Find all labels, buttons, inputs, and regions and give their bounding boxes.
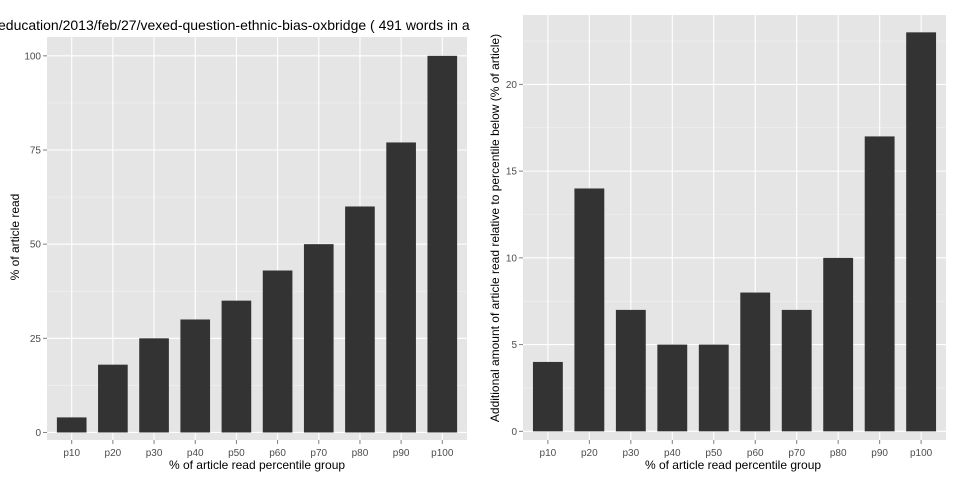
bar <box>56 417 87 433</box>
x-axis-title: % of article read percentile group <box>169 458 345 472</box>
x-tick-label: p80 <box>352 448 369 459</box>
y-tick-label: 20 <box>506 80 518 91</box>
bar <box>139 338 169 433</box>
bar <box>262 270 293 433</box>
bar <box>615 309 646 432</box>
y-tick-label: 50 <box>30 240 42 251</box>
y-tick-label: 5 <box>511 340 517 351</box>
bar <box>303 244 334 433</box>
x-axis-title: % of article read percentile group <box>645 458 821 472</box>
y-axis-title: Additional amount of article read relati… <box>488 34 502 422</box>
chart-left: education/2013/feb/27/vexed-question-eth… <box>0 17 470 472</box>
bar <box>427 55 458 433</box>
bar <box>906 32 937 432</box>
y-axis-title: % of article read <box>8 194 22 281</box>
y-tick-label: 15 <box>506 167 518 178</box>
bar <box>781 309 812 432</box>
y-tick-label: 75 <box>30 145 42 156</box>
x-tick-label: p20 <box>581 448 598 459</box>
x-tick-label: p60 <box>269 448 286 459</box>
bar <box>98 364 128 433</box>
x-tick-label: p60 <box>747 448 764 459</box>
chart-right: % of article read percentile group Addit… <box>488 15 946 472</box>
x-tick-label: p40 <box>664 448 681 459</box>
bar <box>864 136 895 432</box>
y-tick-label: 0 <box>511 427 517 438</box>
bar <box>574 188 605 432</box>
x-tick-label: p10 <box>63 448 80 459</box>
y-tick-label: 10 <box>506 253 518 264</box>
x-tick-label: p80 <box>830 448 847 459</box>
bar <box>386 142 416 433</box>
bar <box>823 257 854 432</box>
bar <box>532 361 563 432</box>
bar <box>657 344 688 432</box>
x-tick-label: p30 <box>622 448 639 459</box>
chart-title: education/2013/feb/27/vexed-question-eth… <box>0 17 470 33</box>
x-tick-label: p90 <box>871 448 888 459</box>
bar <box>740 292 771 432</box>
x-tick-label: p50 <box>705 448 722 459</box>
x-tick-label: p40 <box>187 448 204 459</box>
x-tick-label: p100 <box>431 448 454 459</box>
x-tick-label: p20 <box>105 448 122 459</box>
y-tick-label: 25 <box>30 334 42 345</box>
bar <box>345 206 375 433</box>
bar <box>698 344 729 432</box>
bar <box>180 319 211 433</box>
x-tick-label: p100 <box>910 448 933 459</box>
x-tick-label: p10 <box>540 448 557 459</box>
x-tick-label: p90 <box>393 448 410 459</box>
bar <box>221 300 252 433</box>
x-tick-label: p30 <box>146 448 163 459</box>
x-tick-label: p70 <box>310 448 327 459</box>
y-tick-label: 0 <box>35 428 41 439</box>
x-tick-label: p50 <box>228 448 245 459</box>
y-tick-label: 100 <box>24 51 41 62</box>
x-tick-label: p70 <box>788 448 805 459</box>
